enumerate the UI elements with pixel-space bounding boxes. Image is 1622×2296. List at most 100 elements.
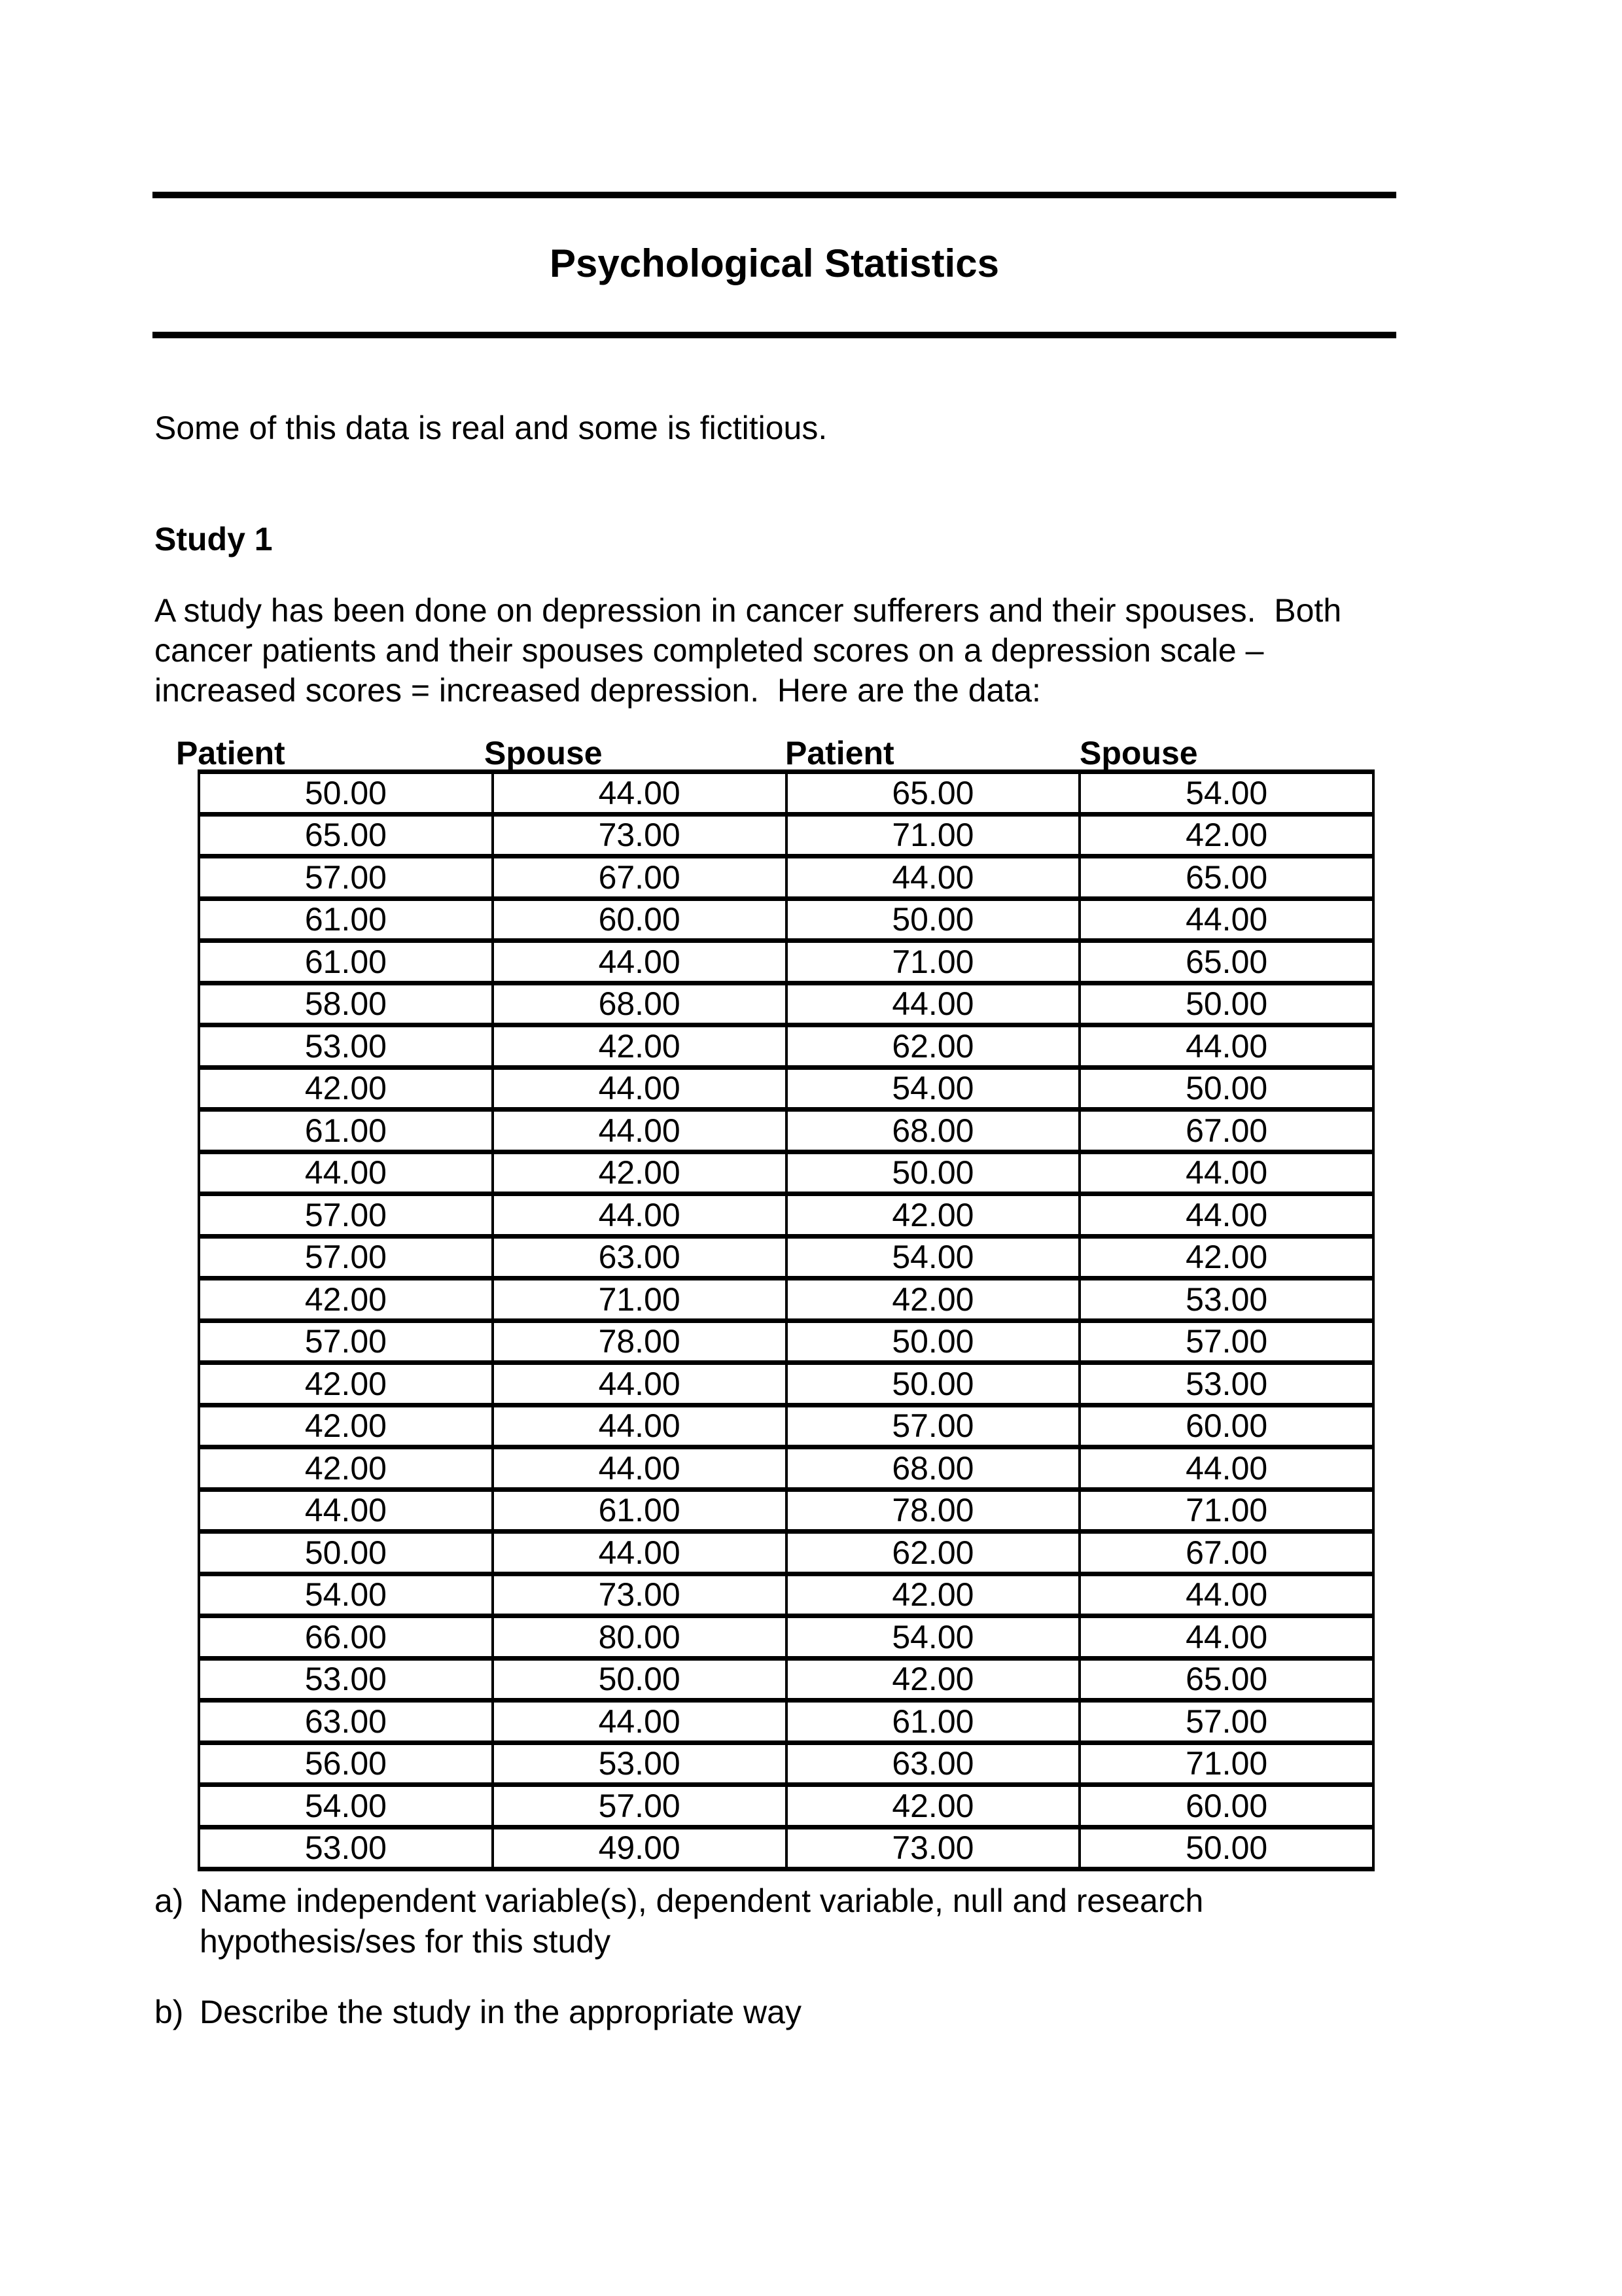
- column-header: Spouse: [1080, 735, 1198, 771]
- table-row: 42.00 71.00 42.00 53.00: [198, 1276, 1375, 1323]
- table-cell: 54.00: [198, 1571, 494, 1618]
- table-cell: 57.00: [198, 1192, 494, 1239]
- table-cell: 67.00: [1078, 1529, 1375, 1576]
- table-cell: 42.00: [198, 1276, 494, 1323]
- table-row: 61.00 44.00 71.00 65.00: [198, 938, 1375, 985]
- table-cell: 58.00: [198, 980, 494, 1027]
- table-cell: 42.00: [785, 1192, 1082, 1239]
- table-row: 57.00 67.00 44.00 65.00: [198, 854, 1375, 901]
- table-cell: 50.00: [1078, 1065, 1375, 1112]
- table-cell: 50.00: [198, 1529, 494, 1576]
- table-cell: 42.00: [1078, 1233, 1375, 1280]
- table-cell: 53.00: [198, 1824, 494, 1871]
- table-cell: 68.00: [785, 1107, 1082, 1154]
- table-cell: 42.00: [198, 1402, 494, 1449]
- table-cell: 61.00: [491, 1487, 788, 1534]
- study-description-line: A study has been done on depression in c…: [154, 592, 1342, 629]
- table-row: 42.00 44.00 54.00 50.00: [198, 1065, 1375, 1112]
- table-cell: 71.00: [1078, 1487, 1375, 1534]
- table-cell: 44.00: [491, 1192, 788, 1239]
- table-cell: 62.00: [785, 1529, 1082, 1576]
- question-text: Describe the study in the appropriate wa…: [200, 1992, 802, 2032]
- table-cell: 53.00: [1078, 1360, 1375, 1407]
- table-row: 42.00 44.00 50.00 53.00: [198, 1360, 1375, 1407]
- question-text-line: hypothesis/ses for this study: [200, 1923, 611, 1960]
- table-cell: 50.00: [198, 769, 494, 817]
- question-text: Name independent variable(s), dependent …: [200, 1881, 1203, 1962]
- table-cell: 61.00: [198, 938, 494, 985]
- table-row: 44.00 61.00 78.00 71.00: [198, 1487, 1375, 1534]
- table-cell: 54.00: [785, 1065, 1082, 1112]
- table-cell: 44.00: [1078, 1149, 1375, 1196]
- table-cell: 44.00: [491, 1107, 788, 1154]
- table-cell: 50.00: [785, 1360, 1082, 1407]
- table-cell: 68.00: [785, 1445, 1082, 1492]
- table-header-row: Patient Spouse Patient Spouse: [0, 734, 1622, 771]
- table-cell: 42.00: [785, 1655, 1082, 1703]
- table-row: 66.00 80.00 54.00 44.00: [198, 1614, 1375, 1661]
- table-cell: 61.00: [198, 896, 494, 943]
- question-text-line: Describe the study in the appropriate wa…: [200, 1994, 802, 2030]
- table-cell: 73.00: [491, 1571, 788, 1618]
- table-cell: 42.00: [785, 1782, 1082, 1829]
- table-cell: 50.00: [785, 896, 1082, 943]
- table-cell: 53.00: [198, 1655, 494, 1703]
- study-heading: Study 1: [154, 521, 273, 557]
- table-row: 50.00 44.00 62.00 67.00: [198, 1529, 1375, 1576]
- table-cell: 56.00: [198, 1740, 494, 1787]
- page-title: Psychological Statistics: [550, 241, 999, 285]
- table-row: 57.00 63.00 54.00 42.00: [198, 1233, 1375, 1280]
- table-cell: 44.00: [1078, 1445, 1375, 1492]
- table-cell: 42.00: [198, 1445, 494, 1492]
- data-table: 50.00 44.00 65.00 54.00 65.00 73.00 71.00 42.00…: [198, 769, 1375, 1871]
- table-cell: 53.00: [1078, 1276, 1375, 1323]
- table-cell: 44.00: [198, 1149, 494, 1196]
- table-cell: 42.00: [1078, 811, 1375, 858]
- table-cell: 66.00: [198, 1614, 494, 1661]
- table-cell: 68.00: [491, 980, 788, 1027]
- table-cell: 57.00: [785, 1402, 1082, 1449]
- table-cell: 44.00: [198, 1487, 494, 1534]
- table-cell: 44.00: [1078, 1614, 1375, 1661]
- table-cell: 61.00: [785, 1698, 1082, 1745]
- column-header: Patient: [785, 735, 894, 771]
- table-cell: 44.00: [491, 1445, 788, 1492]
- table-row: 57.00 44.00 42.00 44.00: [198, 1192, 1375, 1239]
- table-row: 50.00 44.00 65.00 54.00: [198, 769, 1375, 817]
- table-row: 61.00 44.00 68.00 67.00: [198, 1107, 1375, 1154]
- study-description-line: increased scores = increased depression.…: [154, 672, 1041, 709]
- question-text-line: Name independent variable(s), dependent …: [200, 1882, 1204, 1919]
- study-description-line: cancer patients and their spouses comple…: [154, 632, 1264, 669]
- table-cell: 50.00: [1078, 980, 1375, 1027]
- table-cell: 67.00: [1078, 1107, 1375, 1154]
- table-cell: 54.00: [785, 1233, 1082, 1280]
- table-cell: 44.00: [1078, 1571, 1375, 1618]
- table-cell: 44.00: [491, 938, 788, 985]
- table-cell: 65.00: [198, 811, 494, 858]
- table-cell: 44.00: [1078, 1192, 1375, 1239]
- table-row: 63.00 44.00 61.00 57.00: [198, 1698, 1375, 1745]
- table-row: 57.00 78.00 50.00 57.00: [198, 1318, 1375, 1365]
- table-cell: 44.00: [1078, 1023, 1375, 1070]
- table-cell: 73.00: [491, 811, 788, 858]
- table-cell: 42.00: [785, 1571, 1082, 1618]
- table-cell: 57.00: [1078, 1698, 1375, 1745]
- table-cell: 71.00: [1078, 1740, 1375, 1787]
- table-cell: 67.00: [491, 854, 788, 901]
- table-cell: 54.00: [198, 1782, 494, 1829]
- question-item: b) Describe the study in the appropriate …: [154, 1992, 1203, 2032]
- table-row: 44.00 42.00 50.00 44.00: [198, 1149, 1375, 1196]
- table-cell: 65.00: [785, 769, 1082, 817]
- table-cell: 50.00: [491, 1655, 788, 1703]
- table-row: 53.00 50.00 42.00 65.00: [198, 1655, 1375, 1703]
- table-cell: 53.00: [198, 1023, 494, 1070]
- table-cell: 50.00: [1078, 1824, 1375, 1871]
- data-table-body: 50.00 44.00 65.00 54.00 65.00 73.00 71.00 42.00…: [198, 769, 1375, 1871]
- table-cell: 44.00: [491, 1402, 788, 1449]
- table-cell: 42.00: [785, 1276, 1082, 1323]
- table-cell: 62.00: [785, 1023, 1082, 1070]
- table-cell: 44.00: [1078, 896, 1375, 943]
- horizontal-rule-bottom: [152, 332, 1396, 338]
- table-cell: 44.00: [491, 1529, 788, 1576]
- table-cell: 44.00: [785, 854, 1082, 901]
